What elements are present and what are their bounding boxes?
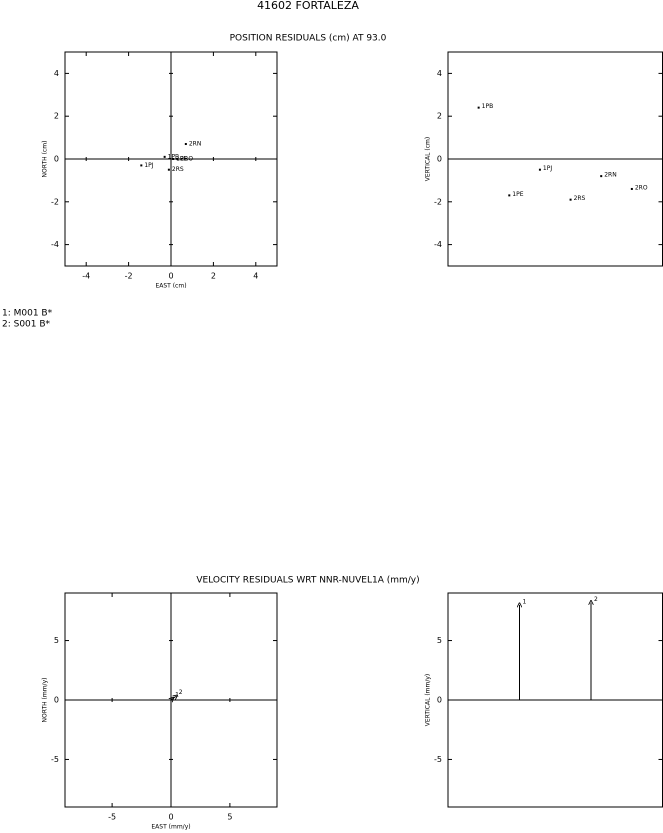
note: 2: S001 B* xyxy=(2,320,51,330)
point-label: 2RO xyxy=(180,156,193,163)
x-tick-label: 0 xyxy=(168,813,173,822)
y-tick-label: 2 xyxy=(437,112,442,121)
x-tick-label: -2 xyxy=(125,272,133,281)
y-tick-label: -4 xyxy=(51,240,59,249)
page-title: 41602 FORTALEZA xyxy=(257,0,359,12)
x-tick-label: -4 xyxy=(82,272,90,281)
data-point xyxy=(477,106,480,109)
y-axis-label: VERTICAL (cm) xyxy=(425,137,432,181)
y-tick-label: -5 xyxy=(51,755,59,764)
x-tick-label: -5 xyxy=(108,813,116,822)
x-axis-label: EAST (mm/y) xyxy=(151,824,190,831)
y-tick-label: 4 xyxy=(437,69,442,78)
vector-label: 2 xyxy=(179,689,183,696)
y-tick-label: -2 xyxy=(51,197,59,206)
y-tick-label: 0 xyxy=(54,696,59,705)
data-point xyxy=(538,168,541,171)
point-label: 1PB xyxy=(168,153,180,160)
data-point xyxy=(176,158,179,160)
y-tick-label: 5 xyxy=(437,636,442,645)
vector-label: 1 xyxy=(523,598,527,605)
data-point xyxy=(167,168,170,171)
note: 1: M001 B* xyxy=(2,309,53,319)
data-point xyxy=(184,143,187,146)
vector-label: 2 xyxy=(594,596,598,603)
point-label: 2RO xyxy=(635,184,648,191)
data-point xyxy=(569,198,572,201)
y-axis-label: NORTH (cm) xyxy=(42,141,49,178)
y-tick-label: 2 xyxy=(54,112,59,121)
data-point xyxy=(140,164,143,167)
x-axis-label: EAST (cm) xyxy=(155,283,186,290)
y-axis-label: VERTICAL (mm/y) xyxy=(425,674,432,727)
y-tick-label: -2 xyxy=(434,197,442,206)
x-tick-label: 4 xyxy=(253,272,258,281)
y-axis-label: NORTH (mm/y) xyxy=(42,678,49,723)
point-label: 2RN xyxy=(189,141,201,148)
point-label: 2RS xyxy=(172,166,184,173)
x-tick-label: 2 xyxy=(211,272,216,281)
point-label: 1PB xyxy=(482,103,494,110)
data-point xyxy=(630,187,633,190)
data-point xyxy=(163,155,166,158)
point-label: 1PJ xyxy=(144,162,153,169)
x-tick-label: 0 xyxy=(168,272,173,281)
section-title: VELOCITY RESIDUALS WRT NNR-NUVEL1A (mm/y… xyxy=(196,576,419,586)
point-label: 1PE xyxy=(512,191,523,198)
point-label: 1PJ xyxy=(543,165,552,172)
velocity-vector xyxy=(170,696,176,701)
section-title: POSITION RESIDUALS (cm) AT 93.0 xyxy=(230,34,387,44)
point-label: 1PE xyxy=(176,156,187,163)
y-tick-label: 5 xyxy=(54,636,59,645)
data-point xyxy=(600,175,603,178)
point-label: 2RS xyxy=(574,195,586,202)
y-tick-label: -4 xyxy=(434,240,442,249)
x-tick-label: 5 xyxy=(227,813,232,822)
y-tick-label: 0 xyxy=(437,696,442,705)
y-tick-label: 0 xyxy=(54,155,59,164)
data-point xyxy=(508,194,511,197)
data-point xyxy=(172,158,175,160)
y-tick-label: -5 xyxy=(434,755,442,764)
y-tick-label: 4 xyxy=(54,69,59,78)
point-label: 2RN xyxy=(604,172,616,179)
y-tick-label: 0 xyxy=(437,155,442,164)
